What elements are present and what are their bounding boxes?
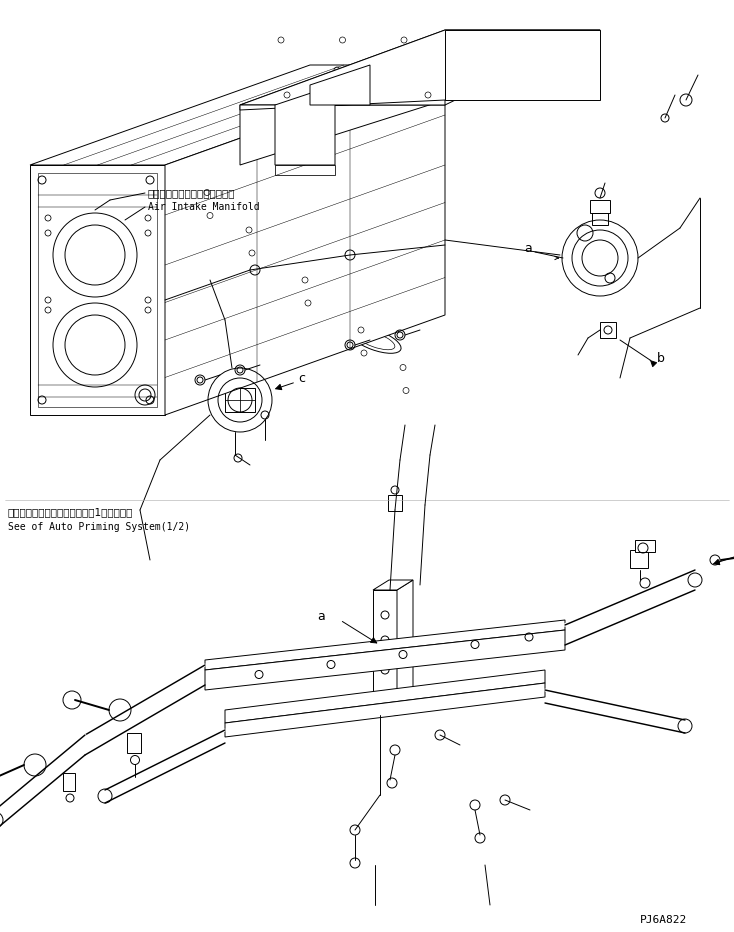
Text: a: a [317,610,324,624]
Ellipse shape [243,255,283,275]
Polygon shape [225,683,545,737]
Ellipse shape [349,327,401,353]
Polygon shape [373,590,397,715]
Polygon shape [373,580,413,590]
Ellipse shape [299,293,339,312]
Bar [600,322,616,338]
Bar [127,733,141,753]
Ellipse shape [355,330,395,350]
Bar [225,388,255,412]
Text: b: b [657,351,665,364]
Polygon shape [30,165,165,415]
Text: エアーインテークマニホールド: エアーインテークマニホールド [148,188,236,198]
Bar [630,550,648,568]
Polygon shape [240,100,445,110]
Polygon shape [275,85,335,165]
Bar [635,540,655,552]
Text: a: a [524,241,532,254]
Text: Air Intake Manifold: Air Intake Manifold [148,202,260,212]
Polygon shape [240,30,600,105]
Text: オートプライミングシステム（1／２）参照: オートプライミングシステム（1／２）参照 [8,507,134,517]
Polygon shape [310,65,370,105]
Bar [592,213,608,225]
Polygon shape [240,30,600,165]
Ellipse shape [293,289,345,316]
Bar [590,200,610,213]
Polygon shape [397,580,413,715]
Text: PJ6A822: PJ6A822 [640,915,687,925]
Ellipse shape [237,252,289,279]
Text: c: c [298,372,305,385]
Bar [63,773,75,791]
Text: See of Auto Priming System(1/2): See of Auto Priming System(1/2) [8,522,190,532]
Polygon shape [30,65,445,165]
Polygon shape [205,620,565,670]
Polygon shape [225,670,545,723]
Polygon shape [165,65,445,415]
Polygon shape [445,30,600,100]
Bar [388,495,402,511]
Polygon shape [205,630,565,690]
